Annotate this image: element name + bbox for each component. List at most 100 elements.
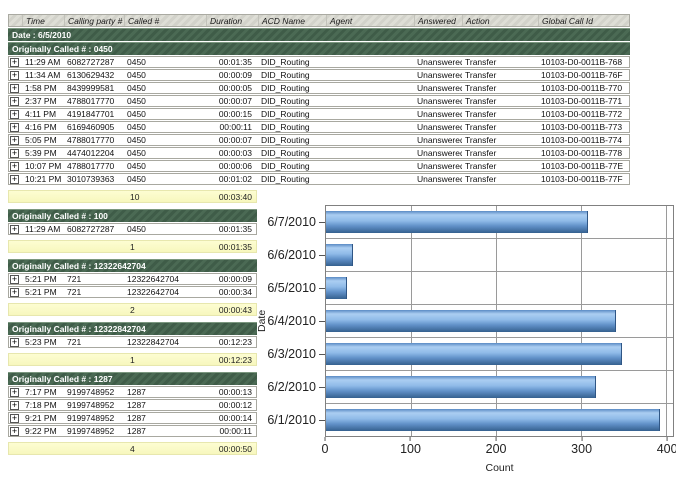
chart-category-label: 6/2/2010 [267, 371, 325, 404]
expand-icon[interactable]: + [10, 337, 19, 347]
action-cell: Transfer [465, 82, 497, 93]
expand-icon[interactable]: + [10, 387, 19, 397]
acd-name-cell: DID_Routing [261, 160, 310, 171]
time-cell: 9:21 PM [25, 412, 57, 423]
duration-cell: 00:00:11 [219, 425, 252, 436]
expand-icon[interactable]: + [10, 109, 19, 119]
expand-icon[interactable]: + [10, 274, 19, 284]
time-cell: 7:18 PM [25, 399, 57, 410]
global-call-id-cell: 10103-D0-0011B-778 [541, 147, 623, 158]
group-header-band: Originally Called # : 0450 [8, 42, 630, 55]
global-call-id-cell: 10103-D0-0011B-773 [541, 121, 623, 132]
acd-name-cell: DID_Routing [261, 56, 310, 67]
summary-row: 2 00:00:43 [8, 303, 257, 316]
expand-icon[interactable]: + [10, 161, 19, 171]
table-row: +5:21 PM 721 12322642704 00:00:09 [8, 273, 257, 285]
summary-total-duration: 00:03:40 [218, 192, 252, 202]
column-header: Calling party # [64, 15, 124, 26]
column-header: Action [462, 15, 538, 26]
expand-icon[interactable]: + [10, 83, 19, 93]
chart-bar [326, 343, 622, 365]
expand-icon[interactable]: + [10, 122, 19, 132]
chart-category-label: 6/4/2010 [267, 304, 325, 337]
table-row: +5:05 PM 4788017770 0450 00:00:07 DID_Routin… [8, 134, 630, 146]
expand-icon[interactable]: + [10, 96, 19, 106]
acd-name-cell: DID_Routing [261, 82, 310, 93]
duration-cell: 00:00:09 [218, 69, 252, 80]
duration-cell: 00:00:14 [218, 412, 252, 423]
summary-count: 2 [130, 305, 135, 315]
chart-bar [326, 376, 597, 398]
duration-cell: 00:00:05 [218, 82, 252, 93]
table-row: +9:21 PM 9199748952 1287 00:00:14 [8, 412, 257, 424]
acd-name-cell: DID_Routing [261, 147, 310, 158]
summary-total-duration: 00:00:50 [218, 444, 252, 454]
table-row: +10:21 PM 3010739363 0450 00:01:02 DID_Routi… [8, 173, 630, 185]
duration-cell: 00:00:11 [219, 121, 252, 132]
expand-icon[interactable]: + [10, 70, 19, 80]
duration-cell: 00:00:07 [218, 134, 252, 145]
called-cell: 1287 [127, 386, 146, 397]
chart-bar-row [326, 238, 673, 271]
global-call-id-cell: 10103-D0-0011B-774 [541, 134, 623, 145]
expand-icon[interactable]: + [10, 174, 19, 184]
duration-cell: 00:00:34 [218, 286, 252, 297]
summary-count: 1 [130, 355, 135, 365]
answered-cell: Unanswered [417, 95, 462, 106]
duration-cell: 00:01:35 [218, 223, 252, 234]
group-header-band: Originally Called # : 12322842704 [8, 322, 257, 335]
chart-category-label: 6/1/2010 [267, 404, 325, 437]
summary-row: 1 00:01:35 [8, 240, 257, 253]
expand-icon[interactable]: + [10, 287, 19, 297]
summary-count: 10 [130, 192, 140, 202]
summary-row: 1 00:12:23 [8, 353, 257, 366]
expand-icon[interactable]: + [10, 400, 19, 410]
calling-party-cell: 9199748952 [67, 399, 115, 410]
global-call-id-cell: 10103-D0-0011B-772 [541, 108, 623, 119]
expand-cell: + [9, 70, 22, 80]
chart-x-tick: 0 [322, 437, 328, 456]
expand-cell: + [9, 122, 22, 132]
expand-cell: + [9, 387, 22, 397]
duration-cell: 00:00:12 [218, 399, 252, 410]
chart-bar-row [326, 403, 673, 436]
calling-party-cell: 721 [67, 286, 82, 297]
acd-name-cell: DID_Routing [261, 173, 310, 184]
expand-icon[interactable]: + [10, 224, 19, 234]
time-cell: 4:16 PM [25, 121, 57, 132]
chart-category-axis: 6/7/2010 6/6/2010 6/5/2010 6/4/2010 6/3/2010… [267, 205, 325, 437]
expand-icon[interactable]: + [10, 413, 19, 423]
time-cell: 4:11 PM [25, 108, 57, 119]
chart-x-tick-mark [666, 437, 668, 441]
expand-cell: + [9, 57, 22, 67]
called-cell: 0450 [127, 160, 146, 171]
action-cell: Transfer [465, 173, 497, 184]
time-cell: 2:37 PM [25, 95, 57, 106]
action-cell: Transfer [465, 56, 497, 67]
duration-cell: 00:01:35 [218, 56, 252, 67]
calling-party-cell: 4788017770 [67, 160, 115, 171]
acd-name-cell: DID_Routing [261, 134, 310, 145]
expand-cell: + [9, 96, 22, 106]
chart-x-tick-mark [581, 437, 583, 441]
called-cell: 12322642704 [127, 273, 180, 284]
table-row: +7:18 PM 9199748952 1287 00:00:12 [8, 399, 257, 411]
called-cell: 12322842704 [127, 336, 180, 347]
chart-bar-row [326, 370, 673, 403]
table-row: +4:16 PM 6169460905 0450 00:00:11 DID_Routin… [8, 121, 630, 133]
expand-icon[interactable]: + [10, 135, 19, 145]
action-cell: Transfer [465, 134, 497, 145]
calling-party-cell: 9199748952 [67, 425, 115, 436]
chart-bar-row [326, 271, 673, 304]
expand-cell: + [9, 287, 22, 297]
expand-cell: + [9, 148, 22, 158]
chart-category-label: 6/3/2010 [267, 338, 325, 371]
calling-party-cell: 4788017770 [67, 95, 115, 106]
table-row: +4:11 PM 4191847701 0450 00:00:15 DID_Routin… [8, 108, 630, 120]
expand-icon[interactable]: + [10, 148, 19, 158]
expand-icon[interactable]: + [10, 57, 19, 67]
answered-cell: Unanswered [417, 56, 462, 67]
expand-icon[interactable]: + [10, 426, 19, 436]
calling-party-cell: 9199748952 [67, 412, 115, 423]
table-row: +2:37 PM 4788017770 0450 00:00:07 DID_Routin… [8, 95, 630, 107]
